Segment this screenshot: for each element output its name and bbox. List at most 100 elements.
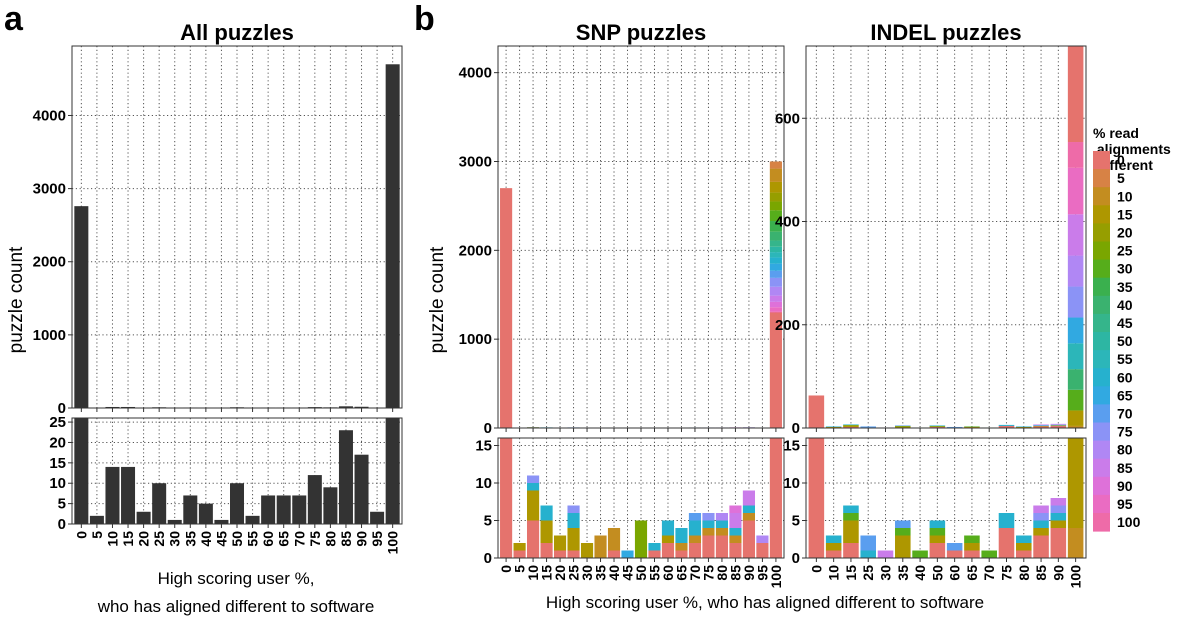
bar-segment [998, 425, 1015, 428]
bar [167, 519, 182, 524]
bar [354, 406, 369, 408]
y-tick-label: 10 [783, 475, 800, 492]
bar-segment [1067, 425, 1084, 428]
bar-segment [825, 550, 842, 558]
bar-segment [895, 425, 911, 426]
bar-segment [1033, 425, 1049, 427]
legend-key [1093, 277, 1110, 297]
bar-segment [661, 535, 675, 543]
bar-segment [1067, 142, 1084, 168]
xlabel-b: High scoring user %, who has aligned dif… [546, 593, 984, 612]
y-tick-label: 5 [792, 513, 800, 530]
bar-segment [769, 252, 782, 258]
bar [292, 495, 307, 524]
bars [74, 64, 400, 408]
y-tick-label: 20 [49, 434, 66, 451]
y-tick-label: 0 [792, 550, 800, 567]
bar-segment [769, 231, 782, 241]
legend-title-line2: alignments [1093, 141, 1171, 157]
y-tick-label: 1000 [459, 331, 492, 348]
legend-key [1093, 205, 1110, 224]
bar-segment [540, 520, 553, 543]
y-tick-label: 15 [49, 455, 66, 472]
bar-segment [843, 513, 859, 521]
x-tick-label: 40 [912, 565, 928, 581]
y-tick-label: 0 [58, 516, 66, 533]
y-tick-label: 0 [58, 400, 66, 417]
x-tick-label: 80 [714, 565, 730, 581]
bar-segment [1067, 286, 1084, 318]
bar-segment [843, 505, 859, 513]
bar-segment [567, 550, 580, 558]
legend-key [1093, 151, 1110, 170]
legend-key [1093, 458, 1110, 478]
bar [307, 475, 322, 524]
x-tick-label: 5 [512, 565, 528, 573]
bar-segment [946, 426, 963, 428]
bar-segment [860, 535, 876, 551]
bar-segment [929, 425, 946, 426]
bar-segment [843, 425, 859, 427]
bar-segment [825, 426, 842, 428]
y-tick-label: 5 [484, 513, 492, 530]
bar-segment [929, 520, 946, 528]
x-tick-label: 85 [727, 565, 743, 581]
legend-label: 50 [1117, 333, 1133, 349]
x-tick-label: 20 [552, 565, 568, 581]
bar-segment [769, 221, 782, 232]
bar-segment [661, 520, 675, 536]
x-tick-label: 5 [89, 531, 105, 539]
chart-title: SNP puzzles [576, 20, 706, 45]
bar [74, 206, 89, 408]
x-tick-label: 30 [167, 531, 183, 547]
bar-segment [634, 520, 648, 558]
x-tick-label: 15 [843, 565, 859, 581]
bar-segment [981, 550, 997, 558]
x-tick-label: 45 [213, 531, 229, 547]
bar-segment [769, 168, 782, 182]
bar-segment [769, 311, 782, 313]
bar-segment [843, 543, 859, 558]
gridlines [72, 46, 402, 409]
x-tick-label: 70 [687, 565, 703, 581]
bar-segment [729, 543, 742, 558]
legend: % read alignments different 051015202530… [1093, 125, 1171, 532]
chart-indel-puzzles-main: INDEL puzzles 0 200 400 600 [775, 20, 1087, 437]
x-tick-label: 65 [276, 531, 292, 547]
x-tick-label: 50 [229, 531, 245, 547]
legend-key [1093, 223, 1110, 242]
plot-frame [805, 437, 1087, 559]
legend-key [1093, 386, 1110, 405]
bar [338, 430, 353, 524]
bar-segment [929, 425, 946, 427]
bar-segment [964, 426, 980, 427]
legend-key [1093, 368, 1110, 387]
x-tick-label: 35 [593, 565, 609, 581]
x-tick-label: 60 [947, 565, 963, 581]
x-tick-label: 70 [981, 565, 997, 581]
x-tick-label: 65 [673, 565, 689, 581]
bar-segment [527, 520, 540, 558]
x-tick-label: 60 [660, 565, 676, 581]
bar-segment [1033, 520, 1049, 528]
bar-segment [675, 528, 688, 543]
y-tick-label: 15 [475, 438, 492, 455]
legend-key [1093, 313, 1110, 333]
bar [276, 495, 291, 524]
bar [214, 519, 229, 524]
bar-segment [527, 483, 540, 491]
bar-segment [769, 438, 782, 558]
bar-segment [929, 426, 946, 427]
x-tick-label: 75 [307, 531, 323, 547]
bar-segment [1050, 424, 1067, 425]
y-tick-label: 15 [783, 438, 800, 455]
bar-segment [1016, 535, 1032, 543]
bar-segment [1050, 513, 1067, 521]
x-tick-label: 15 [120, 531, 136, 547]
y-tick-label: 0 [484, 550, 492, 567]
bar-segment [912, 550, 928, 558]
bar-segment [1067, 369, 1084, 390]
legend-label: 30 [1117, 261, 1133, 277]
bar-segment [895, 520, 911, 528]
bar-segment [513, 550, 526, 558]
